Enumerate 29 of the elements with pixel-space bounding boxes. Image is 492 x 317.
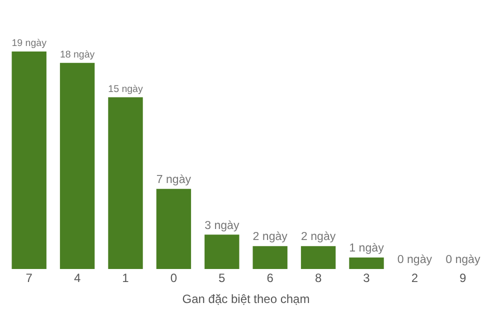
data-label: 1 ngày: [349, 242, 384, 255]
x-axis-title: Gan đặc biệt theo chạm: [182, 292, 310, 306]
x-tick-label: 2: [411, 271, 418, 285]
data-label: 0 ngày: [397, 254, 432, 266]
x-tick-label: 7: [26, 271, 33, 285]
x-tick-label: 3: [363, 271, 370, 285]
data-label: 0 ngày: [446, 254, 480, 266]
bar: [156, 188, 192, 269]
data-label: 2 ngày: [300, 231, 336, 244]
data-label: 19 ngày: [12, 38, 47, 50]
x-tick-label: 4: [74, 271, 81, 285]
bar: [349, 258, 384, 269]
bar: [204, 234, 240, 269]
x-tick-label: 0: [170, 271, 178, 285]
data-label: 3 ngày: [204, 220, 240, 232]
data-label: 18 ngày: [60, 49, 95, 60]
bar: [252, 246, 288, 269]
bar: [108, 97, 143, 269]
bar: [300, 246, 336, 269]
data-label: 2 ngày: [252, 231, 288, 244]
x-tick-label: 8: [314, 271, 322, 285]
x-tick-label: 6: [266, 271, 274, 285]
bar: [60, 62, 95, 269]
x-tick-label: 5: [218, 271, 226, 285]
x-tick-label: 1: [122, 271, 130, 285]
x-tick-label: 9: [460, 271, 467, 285]
bar: [12, 51, 46, 269]
data-label: 7 ngày: [156, 174, 192, 186]
data-label: 15 ngày: [108, 84, 143, 95]
